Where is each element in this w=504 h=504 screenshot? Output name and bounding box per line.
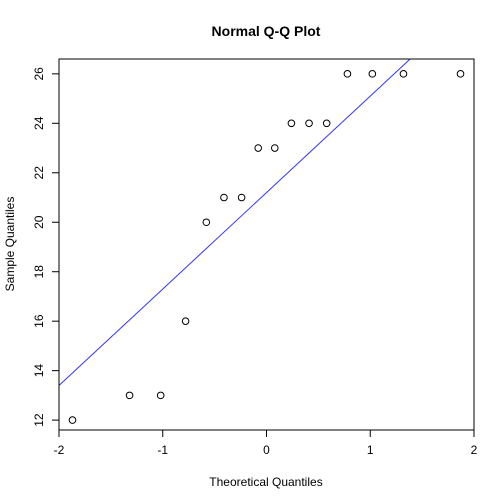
data-point: [368, 70, 377, 78]
x-tick-label: -1: [157, 443, 168, 457]
data-point: [181, 317, 190, 325]
data-point: [456, 70, 465, 78]
x-axis-label: Theoretical Quantiles: [209, 475, 322, 489]
y-tick-label: 26: [32, 67, 46, 81]
x-tick-label: -2: [54, 443, 65, 457]
y-tick-label: 14: [32, 364, 46, 378]
data-point: [343, 70, 352, 78]
data-point: [220, 193, 228, 202]
x-tick-label: 0: [263, 443, 270, 457]
data-point: [125, 391, 134, 400]
data-point: [156, 391, 165, 400]
y-tick-label: 16: [32, 314, 46, 328]
data-point: [305, 119, 313, 128]
qq-reference-line: [59, 59, 411, 386]
y-tick-label: 20: [32, 215, 46, 229]
y-axis-label: Sample Quantiles: [3, 197, 17, 292]
data-point: [202, 218, 211, 227]
y-tick-label: 22: [32, 166, 46, 180]
y-tick-label: 24: [32, 116, 46, 130]
x-tick-label: 2: [471, 443, 478, 457]
data-point: [254, 144, 263, 152]
data-point: [399, 70, 408, 78]
chart-title: Normal Q-Q Plot: [212, 23, 321, 39]
data-point: [271, 144, 279, 152]
x-tick-label: 1: [367, 443, 374, 457]
data-point: [322, 119, 331, 128]
y-tick-label: 18: [32, 265, 46, 279]
data-point: [68, 416, 77, 424]
data-point: [287, 119, 296, 128]
data-point: [237, 193, 246, 202]
y-tick-label: 12: [32, 413, 46, 427]
plot-frame: [58, 58, 475, 431]
